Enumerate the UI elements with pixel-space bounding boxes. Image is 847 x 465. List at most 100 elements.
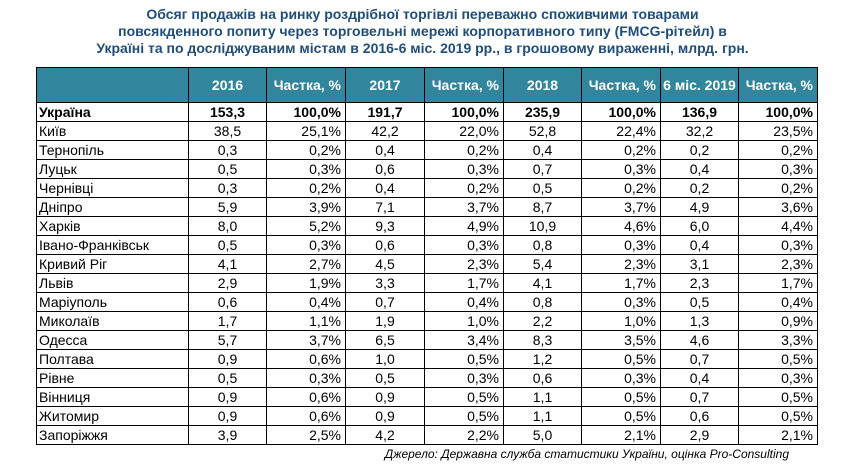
share-cell: 0,5%	[424, 349, 504, 369]
column-header: 2016	[188, 67, 267, 103]
share-cell: 1,9%	[266, 273, 346, 293]
value-cell: 153,3	[188, 102, 267, 122]
value-cell: 0,5	[188, 368, 267, 388]
value-cell: 1,3	[660, 311, 739, 331]
row-label: Дніпро	[36, 197, 189, 217]
share-cell: 0,3%	[738, 368, 818, 388]
value-cell: 235,9	[503, 102, 582, 122]
value-cell: 1,2	[503, 349, 582, 369]
table-row: Запоріжжя 3,9 2,5% 4,2 2,2% 5,0 2,1% 2,9 2,1%	[36, 425, 818, 445]
row-label: Рівне	[36, 368, 189, 388]
value-cell: 0,3	[188, 140, 267, 160]
value-cell: 0,2	[660, 140, 739, 160]
value-cell: 42,2	[345, 121, 425, 141]
share-cell: 0,2%	[424, 178, 504, 198]
value-cell: 0,6	[345, 235, 425, 255]
value-cell: 2,3	[660, 273, 739, 293]
value-cell: 0,2	[660, 178, 739, 198]
row-label: Одесса	[36, 330, 189, 350]
table-row: Кривий Ріг 4,1 2,7% 4,5 2,3% 5,4 2,3% 3,1 2,3%	[36, 254, 818, 274]
value-cell: 0,7	[660, 387, 739, 407]
share-cell: 1,7%	[738, 273, 818, 293]
column-header: Частка, %	[424, 67, 504, 103]
share-cell: 23,5%	[738, 121, 818, 141]
table-row: Маріуполь 0,6 0,4% 0,7 0,4% 0,8 0,3% 0,5 0,4%	[36, 292, 818, 312]
table-row: Луцьк 0,5 0,3% 0,6 0,3% 0,7 0,3% 0,4 0,3%	[36, 159, 818, 179]
share-cell: 0,5%	[581, 349, 661, 369]
share-cell: 0,2%	[581, 140, 661, 160]
value-cell: 3,9	[188, 425, 267, 445]
share-cell: 0,2%	[266, 140, 346, 160]
row-label: Харків	[36, 216, 189, 236]
share-cell: 1,0%	[424, 311, 504, 331]
row-label: Львів	[36, 273, 189, 293]
share-cell: 0,2%	[266, 178, 346, 198]
source-note: Джерело: Державна служба статистики Укра…	[384, 447, 789, 461]
value-cell: 0,4	[660, 235, 739, 255]
value-cell: 4,2	[345, 425, 425, 445]
value-cell: 4,5	[345, 254, 425, 274]
table-row: Львів 2,9 1,9% 3,3 1,7% 4,1 1,7% 2,3 1,7%	[36, 273, 818, 293]
share-cell: 0,5%	[424, 387, 504, 407]
value-cell: 0,5	[503, 178, 582, 198]
value-cell: 1,7	[188, 311, 267, 331]
share-cell: 0,3%	[266, 235, 346, 255]
value-cell: 0,7	[345, 292, 425, 312]
value-cell: 1,1	[503, 406, 582, 426]
chart-title-line-1: Обсяг продажів на ринку роздрібної торгі…	[146, 6, 699, 22]
value-cell: 0,9	[345, 387, 425, 407]
value-cell: 0,7	[503, 159, 582, 179]
value-cell: 4,1	[503, 273, 582, 293]
table-row: Україна 153,3 100,0% 191,7 100,0% 235,9 100,0%…	[36, 102, 818, 122]
value-cell: 0,9	[345, 406, 425, 426]
share-cell: 0,3%	[581, 368, 661, 388]
share-cell: 0,3%	[581, 292, 661, 312]
value-cell: 6,5	[345, 330, 425, 350]
share-cell: 0,5%	[424, 406, 504, 426]
share-cell: 2,1%	[738, 425, 818, 445]
share-cell: 2,1%	[581, 425, 661, 445]
column-header: Частка, %	[581, 67, 661, 103]
value-cell: 5,0	[503, 425, 582, 445]
value-cell: 0,6	[660, 406, 739, 426]
value-cell: 5,4	[503, 254, 582, 274]
value-cell: 4,9	[660, 197, 739, 217]
share-cell: 3,7%	[266, 330, 346, 350]
value-cell: 6,0	[660, 216, 739, 236]
table-row: Харків 8,0 5,2% 9,3 4,9% 10,9 4,6% 6,0 4,4%	[36, 216, 818, 236]
share-cell: 3,9%	[266, 197, 346, 217]
share-cell: 0,4%	[738, 292, 818, 312]
value-cell: 136,9	[660, 102, 739, 122]
row-label: Миколаїв	[36, 311, 189, 331]
value-cell: 0,9	[188, 406, 267, 426]
share-cell: 0,2%	[738, 140, 818, 160]
share-cell: 3,4%	[424, 330, 504, 350]
value-cell: 0,9	[188, 349, 267, 369]
chart-title-line-3: Україні та по досліджуваним містам в 201…	[96, 40, 749, 56]
column-header: 6 міс. 2019	[660, 67, 739, 103]
value-cell: 52,8	[503, 121, 582, 141]
row-label: Луцьк	[36, 159, 189, 179]
row-label: Івано-Франківськ	[36, 235, 189, 255]
share-cell: 0,3%	[266, 159, 346, 179]
value-cell: 2,9	[188, 273, 267, 293]
row-label: Маріуполь	[36, 292, 189, 312]
share-cell: 3,7%	[424, 197, 504, 217]
value-cell: 9,3	[345, 216, 425, 236]
table-row: Полтава 0,9 0,6% 1,0 0,5% 1,2 0,5% 0,7 0,5%	[36, 349, 818, 369]
value-cell: 7,1	[345, 197, 425, 217]
value-cell: 0,9	[188, 387, 267, 407]
share-cell: 4,4%	[738, 216, 818, 236]
column-header: 2017	[345, 67, 425, 103]
value-cell: 38,5	[188, 121, 267, 141]
share-cell: 100,0%	[424, 102, 504, 122]
value-cell: 8,7	[503, 197, 582, 217]
value-cell: 0,5	[345, 368, 425, 388]
value-cell: 191,7	[345, 102, 425, 122]
share-cell: 0,6%	[266, 406, 346, 426]
value-cell: 4,6	[660, 330, 739, 350]
share-cell: 1,1%	[266, 311, 346, 331]
share-cell: 1,7%	[424, 273, 504, 293]
table-row: Івано-Франківськ 0,5 0,3% 0,6 0,3% 0,8 0,3% 0,4…	[36, 235, 818, 255]
value-cell: 0,3	[188, 178, 267, 198]
